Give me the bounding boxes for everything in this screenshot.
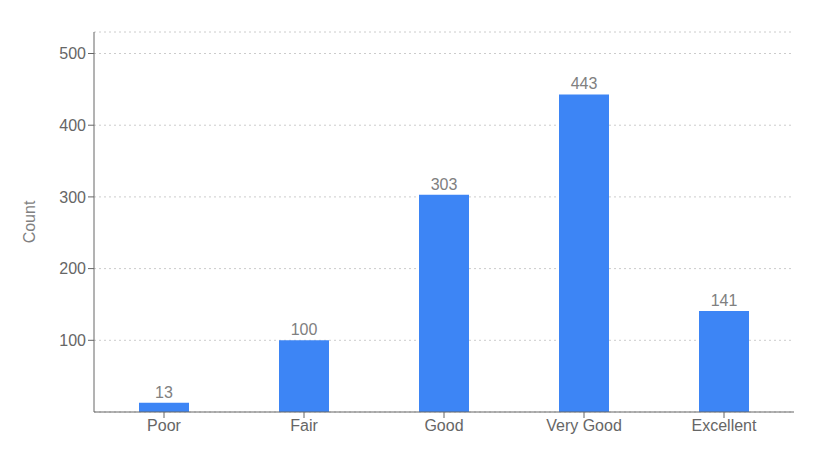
svg-text:303: 303 (431, 176, 458, 193)
svg-text:200: 200 (59, 260, 86, 277)
svg-text:Poor: Poor (147, 417, 181, 434)
svg-text:Fair: Fair (290, 417, 318, 434)
svg-text:500: 500 (59, 45, 86, 62)
svg-text:Very Good: Very Good (546, 417, 622, 434)
svg-text:Excellent: Excellent (692, 417, 757, 434)
svg-text:13: 13 (155, 384, 173, 401)
svg-text:Good: Good (424, 417, 463, 434)
svg-text:443: 443 (571, 75, 598, 92)
svg-text:100: 100 (59, 332, 86, 349)
svg-text:300: 300 (59, 189, 86, 206)
svg-text:400: 400 (59, 117, 86, 134)
svg-text:141: 141 (711, 292, 738, 309)
svg-text:Count: Count (21, 200, 38, 243)
svg-text:100: 100 (291, 321, 318, 338)
